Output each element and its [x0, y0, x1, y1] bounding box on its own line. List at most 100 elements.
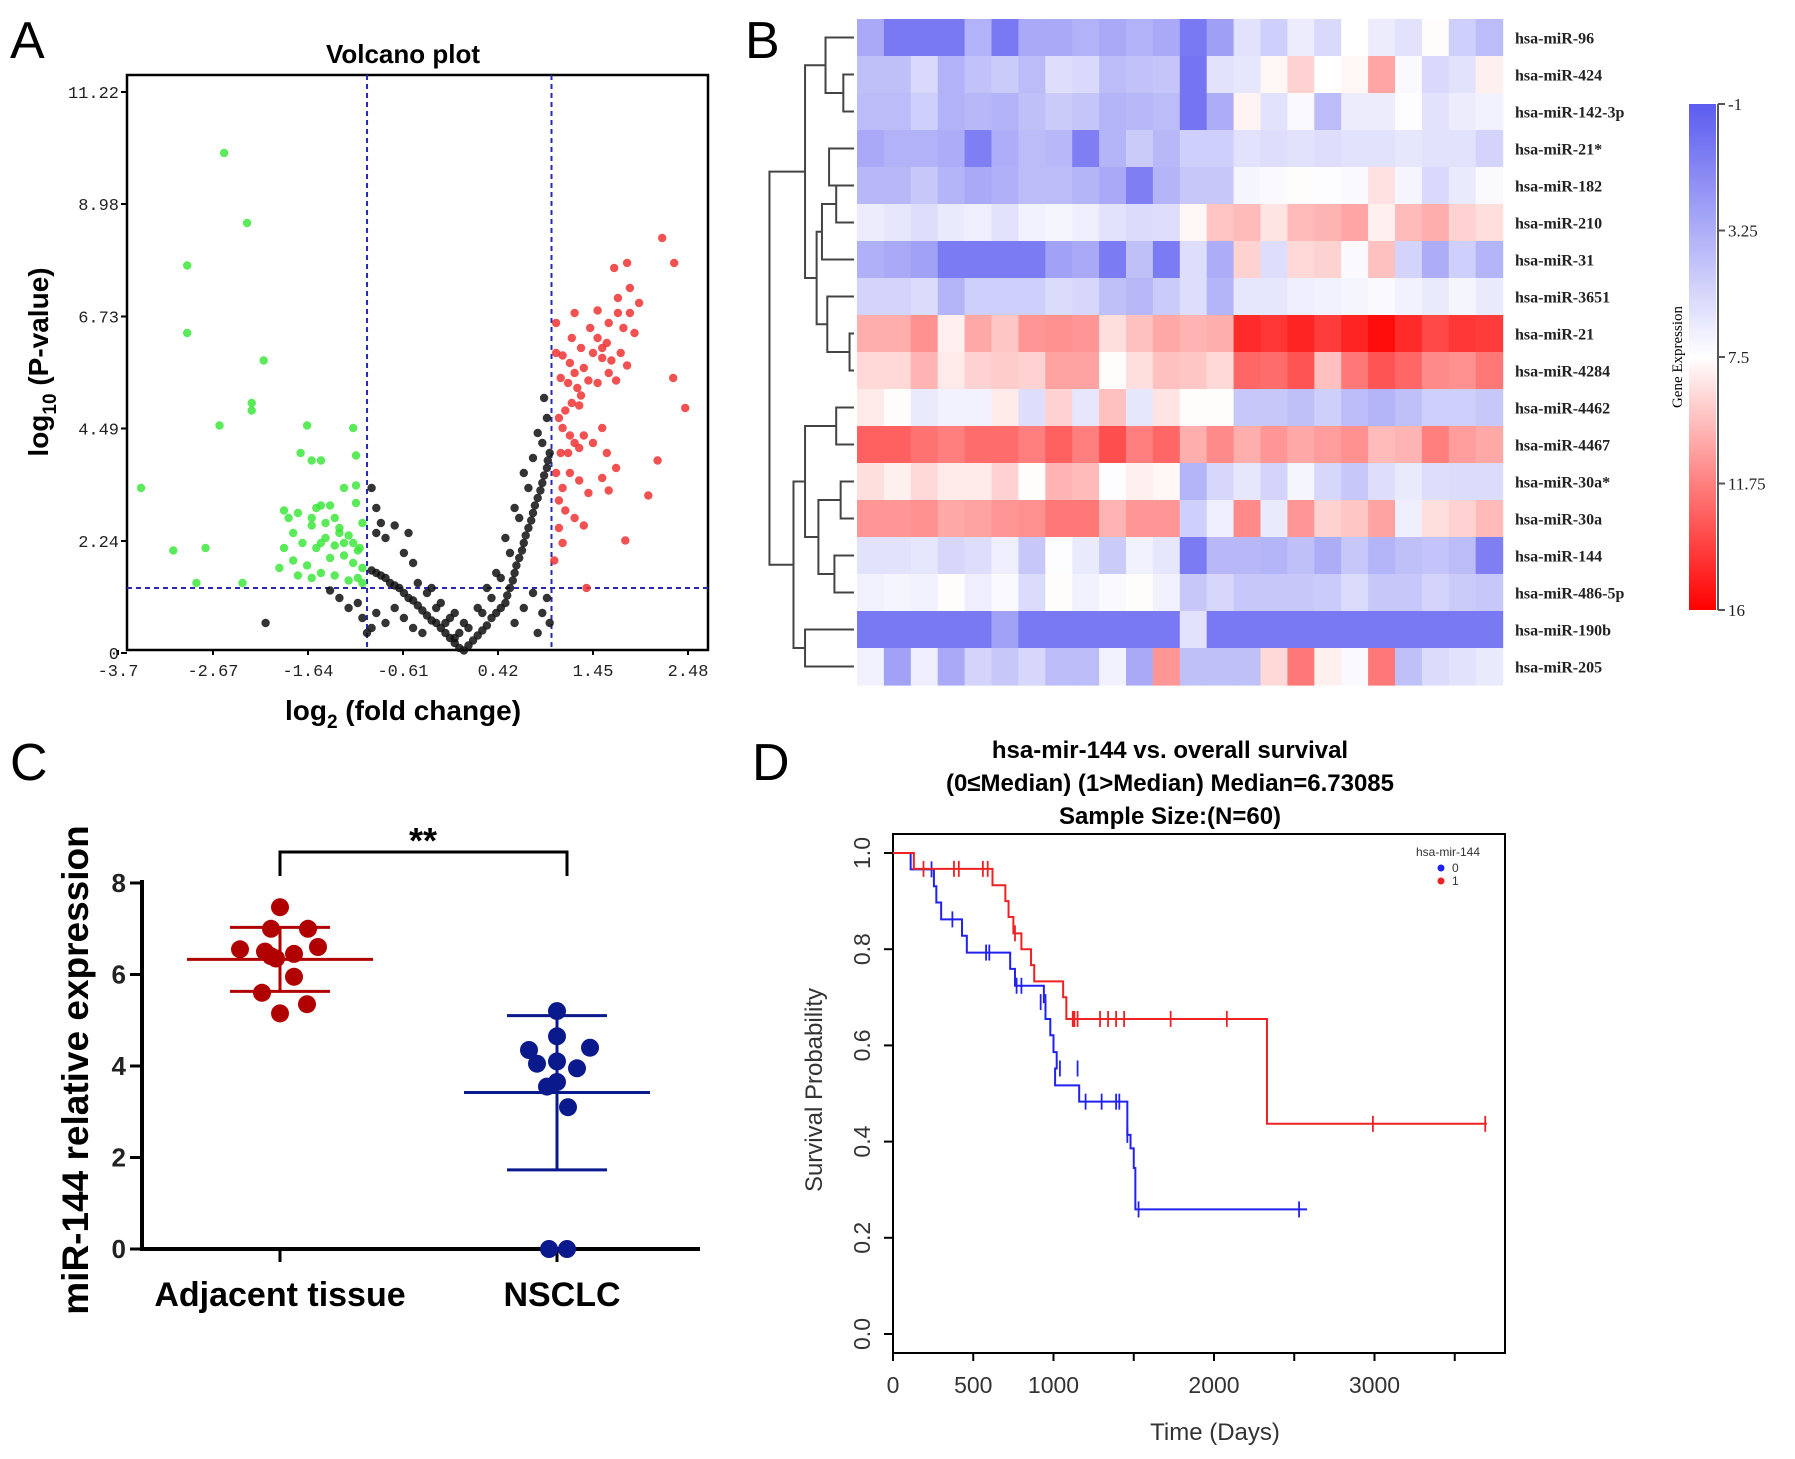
heatmap-cell [1314, 463, 1342, 501]
volcano-point-down [351, 451, 361, 460]
heatmap-cell [1126, 537, 1154, 575]
heatmap-cell [1314, 537, 1342, 575]
volcano-point-ns [367, 483, 376, 493]
heatmap-cell [1341, 241, 1369, 279]
row-label: hsa-miR-4462 [1515, 401, 1610, 418]
heatmap-cell [1341, 537, 1369, 575]
heatmap-cell [1368, 19, 1396, 57]
volcano-point-up [551, 348, 561, 358]
km-title-line-3: Sample Size:(N=60) [1059, 803, 1281, 830]
heatmap-cell [1206, 426, 1235, 464]
c-y-label: miR-144 relative expression [55, 825, 96, 1314]
y-ticks: 0 2.24 4.49 6.73 8.98 11.22 [68, 85, 127, 665]
volcano-point-ns [517, 546, 527, 555]
row-label: hsa-miR-424 [1515, 68, 1602, 85]
heatmap-cell [1045, 500, 1073, 538]
data-point [558, 1240, 576, 1258]
heatmap-cell [1045, 611, 1073, 649]
volcano-point-ns [408, 623, 418, 633]
heatmap-cell [964, 500, 993, 538]
dendrogram-branch [835, 406, 854, 446]
volcano-point-ns [538, 438, 547, 448]
volcano-point-down [242, 218, 252, 228]
heatmap-cell [1045, 315, 1073, 353]
heatmap-cell [1045, 167, 1073, 205]
survival-plot: hsa-mir-144 vs. overall survival (0≤Medi… [801, 737, 1506, 1446]
heatmap-cell [1448, 56, 1477, 94]
heatmap-cell [1018, 648, 1046, 686]
heatmap-cell [857, 56, 885, 94]
heatmap-cell [1287, 315, 1315, 353]
heatmap-cell [964, 56, 993, 94]
heatmap-cell [1233, 352, 1262, 390]
heatmap-cell [1421, 611, 1450, 649]
volcano-point-ns [515, 553, 524, 563]
volcano-point-up [558, 351, 567, 360]
dendrogram-branch [833, 554, 854, 594]
heatmap-cell [857, 278, 885, 316]
heatmap-cell [1152, 611, 1181, 649]
heatmap-cell [910, 167, 939, 205]
heatmap-cell [857, 648, 885, 686]
heatmap-cell [1045, 241, 1073, 279]
km-y-tick-label: 0.6 [849, 1029, 875, 1061]
km-curve-1 [893, 852, 1487, 1125]
heatmap-cell [1018, 19, 1046, 57]
heatmap-cell [937, 389, 966, 427]
row-label: hsa-miR-21 [1515, 327, 1594, 344]
heatmap-cell [1018, 352, 1046, 390]
heatmap-cell [1395, 426, 1423, 464]
volcano-point-up [644, 491, 653, 500]
heatmap-cell [937, 537, 966, 575]
heatmap-cell [1287, 130, 1315, 168]
heatmap-cell [1395, 389, 1423, 427]
data-point [540, 1240, 558, 1258]
heatmap-cell [1395, 93, 1423, 131]
volcano-point-down [325, 553, 335, 563]
heatmap-cell [1206, 204, 1235, 242]
volcano-point-ns [536, 486, 545, 495]
volcano-point-up [604, 486, 613, 495]
heatmap-cell [1018, 167, 1046, 205]
heatmap-cell [991, 241, 1019, 279]
data-point [298, 995, 316, 1014]
volcano-point-ns [528, 588, 538, 598]
volcano-point-ns [381, 618, 390, 628]
heatmap-cell [964, 611, 993, 649]
c-y-tick-label: 0 [112, 1234, 126, 1264]
heatmap-cell [1099, 204, 1127, 242]
volcano-point-up [582, 583, 591, 593]
volcano-point-up [558, 483, 567, 493]
row-label: hsa-miR-4467 [1515, 438, 1610, 455]
heatmap-cell [910, 19, 939, 57]
heatmap-cell [1475, 19, 1504, 57]
volcano-point-down [344, 531, 353, 540]
heatmap-cell [937, 56, 966, 94]
heatmap-cell [883, 204, 912, 242]
heatmap-cell [991, 574, 1019, 612]
heatmap-cell [1152, 574, 1181, 612]
heatmap-cell [910, 463, 939, 501]
heatmap-cell [937, 167, 966, 205]
c-y-tick-label: 4 [112, 1051, 127, 1081]
heatmap-cell [1287, 611, 1315, 649]
heatmap-cell [1395, 167, 1423, 205]
heatmap-cell [1099, 574, 1127, 612]
heatmap-cell [1314, 204, 1342, 242]
heatmap-cell [937, 204, 966, 242]
data-point [309, 938, 327, 956]
km-y-tick-label: 0.2 [849, 1222, 875, 1254]
dendrogram-branch [824, 36, 854, 94]
volcano-point-up [584, 376, 593, 385]
heatmap-cell [1287, 278, 1315, 316]
heatmap-cell [1206, 389, 1235, 427]
km-x-tick-label: 1000 [1028, 1372, 1079, 1398]
heatmap-cell [1099, 426, 1127, 464]
heatmap-cell [857, 167, 885, 205]
heatmap-cell [1475, 130, 1504, 168]
heatmap-cell [1341, 574, 1369, 612]
c-y-tick-label: 6 [112, 960, 126, 990]
heatmap-cell [883, 648, 912, 686]
heatmap-cell [1314, 19, 1342, 57]
